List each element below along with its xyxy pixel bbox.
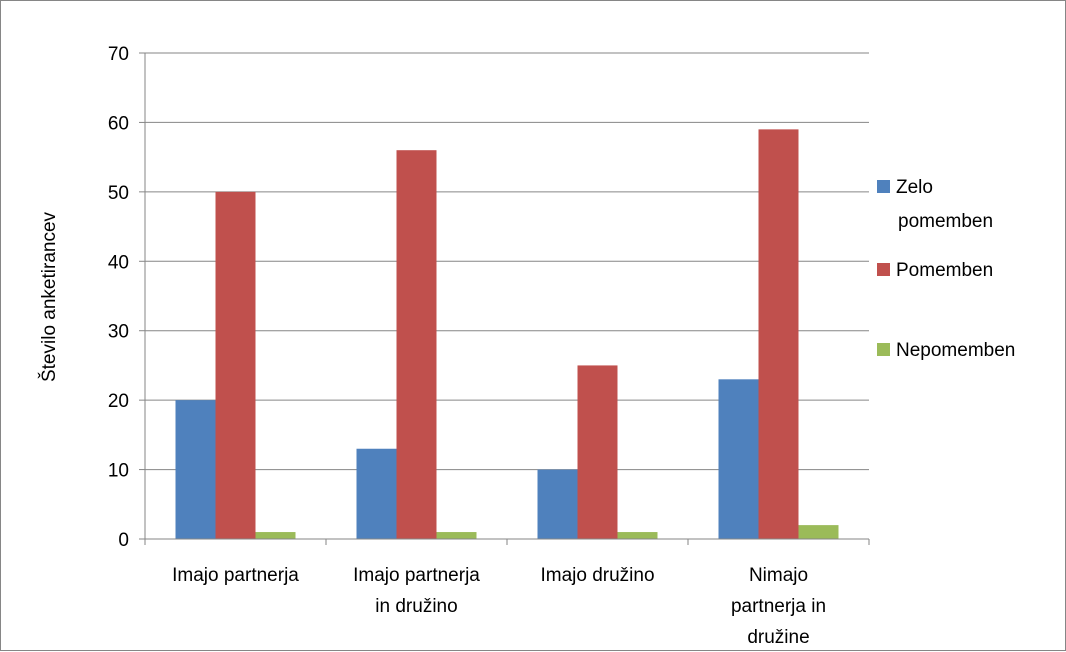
bar	[396, 150, 437, 539]
legend-entry-line: Zelo	[896, 177, 933, 198]
y-tick-label: 70	[108, 44, 129, 65]
axes	[139, 52, 870, 545]
legend-swatch	[877, 343, 890, 356]
y-tick-label: 0	[118, 530, 129, 551]
legend-entry: Nepomemben	[896, 340, 1015, 361]
legend: Zelo pomemben Pomemben Nepomemben	[877, 177, 1015, 361]
y-tick-label: 60	[108, 113, 129, 134]
legend-entry: Pomemben	[896, 260, 993, 281]
category-labels: Imajo partnerja Imajo partnerja in družino…	[172, 565, 826, 648]
bar	[175, 400, 216, 539]
bar	[798, 525, 839, 539]
x-category-label: Imajo partnerja in družino	[353, 565, 480, 617]
y-tick-label: 10	[108, 461, 129, 482]
y-axis-title: Število anketirancev	[38, 211, 60, 382]
x-category-label: Imajo družino	[540, 565, 654, 586]
y-tick-label: 40	[108, 252, 129, 273]
bar	[436, 532, 477, 539]
y-tick-label: 20	[108, 391, 129, 412]
x-category-label-line: Imajo družino	[540, 565, 654, 586]
y-tick-label: 50	[108, 183, 129, 204]
x-category-label-line: partnerja in	[731, 596, 826, 617]
legend-entry-line: Nepomemben	[896, 340, 1015, 361]
legend-entry-line: pomemben	[898, 211, 993, 232]
bar	[255, 532, 296, 539]
x-category-label: Nimajo partnerja in družine	[731, 565, 826, 648]
x-category-label-line: Nimajo	[749, 565, 808, 586]
bar	[617, 532, 658, 539]
bar	[718, 379, 759, 539]
x-category-label-line: Imajo partnerja	[353, 565, 480, 586]
bar	[356, 448, 397, 539]
bar	[215, 191, 256, 539]
legend-swatch	[877, 180, 890, 193]
x-category-label: Imajo partnerja	[172, 565, 299, 586]
legend-entry: Zelo pomemben	[896, 177, 993, 232]
y-tick-labels: 0 10 20 30 40 50 60 70	[108, 44, 129, 551]
y-tick-label: 30	[108, 322, 129, 343]
bar	[758, 129, 799, 539]
x-category-label-line: Imajo partnerja	[172, 565, 299, 586]
bar	[537, 469, 578, 539]
x-category-label-line: in družino	[375, 596, 457, 617]
bar	[577, 365, 618, 539]
x-category-label-line: družine	[747, 627, 809, 648]
legend-entry-line: Pomemben	[896, 260, 993, 281]
gridlines	[145, 52, 869, 471]
legend-swatch	[877, 263, 890, 276]
bars	[175, 129, 839, 539]
